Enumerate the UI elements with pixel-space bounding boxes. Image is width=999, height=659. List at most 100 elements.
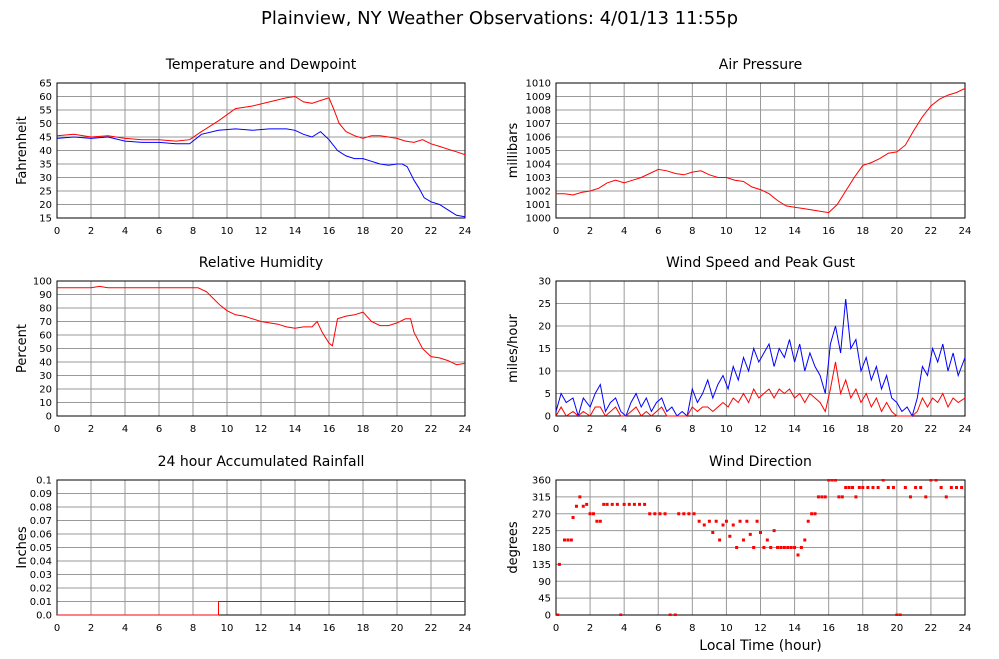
x-tick-label: 16 xyxy=(323,623,336,634)
x-tick-label: 8 xyxy=(190,424,196,435)
data-point xyxy=(619,613,623,616)
x-tick-label: 22 xyxy=(925,623,938,634)
x-tick-label: 14 xyxy=(289,226,302,237)
x-tick-label: 22 xyxy=(925,424,938,435)
x-tick-label: 4 xyxy=(122,623,128,634)
chart-title: Air Pressure xyxy=(719,57,802,73)
y-tick-label: 55 xyxy=(39,106,52,117)
y-axis-label: millibars xyxy=(506,123,521,179)
data-point xyxy=(571,516,575,519)
data-point xyxy=(934,479,938,482)
x-tick-label: 2 xyxy=(88,424,94,435)
y-tick-label: 50 xyxy=(39,344,52,355)
chart-title: Relative Humidity xyxy=(199,255,323,271)
data-point xyxy=(810,512,814,516)
x-tick-label: 14 xyxy=(788,623,801,634)
y-tick-label: 0.09 xyxy=(30,489,52,500)
data-point xyxy=(615,502,619,506)
y-tick-label: 1004 xyxy=(526,160,551,171)
y-tick-label: 20 xyxy=(39,200,52,211)
y-tick-label: 0.08 xyxy=(30,503,52,514)
y-tick-label: 0.1 xyxy=(36,476,52,487)
y-tick-label: 70 xyxy=(39,317,52,328)
data-point xyxy=(806,519,810,523)
data-point xyxy=(632,502,636,506)
data-point xyxy=(871,486,875,489)
data-point xyxy=(741,538,745,542)
data-point xyxy=(886,486,890,489)
data-point xyxy=(557,562,561,566)
data-point xyxy=(566,538,570,542)
x-tick-label: 20 xyxy=(890,424,903,435)
data-point xyxy=(854,495,858,499)
x-tick-label: 12 xyxy=(255,424,268,435)
data-point xyxy=(830,479,834,482)
data-point xyxy=(687,512,691,516)
data-point xyxy=(793,546,797,549)
x-tick-label: 24 xyxy=(459,424,472,435)
plot-frame xyxy=(56,280,466,417)
y-tick-label: 1008 xyxy=(526,106,551,117)
data-point xyxy=(762,546,766,549)
x-tick-label: 10 xyxy=(221,623,234,634)
data-point xyxy=(924,495,928,499)
y-tick-label: 1006 xyxy=(526,133,551,144)
y-axis-label: Fahrenheit xyxy=(15,116,30,185)
data-point xyxy=(569,538,573,542)
x-tick-label: 18 xyxy=(357,424,370,435)
x-tick-label: 4 xyxy=(122,226,128,237)
x-tick-label: 0 xyxy=(553,623,559,634)
data-point xyxy=(847,486,851,489)
y-tick-label: 180 xyxy=(532,543,551,554)
data-point xyxy=(673,613,677,616)
data-point xyxy=(581,504,585,508)
x-tick-label: 24 xyxy=(959,623,972,634)
y-tick-label: 30 xyxy=(39,173,52,184)
x-tick-label: 0 xyxy=(54,424,60,435)
x-tick-label: 10 xyxy=(720,424,733,435)
y-tick-label: 1010 xyxy=(526,79,551,90)
data-point xyxy=(591,512,595,516)
y-tick-label: 90 xyxy=(39,290,52,301)
data-point xyxy=(578,495,582,499)
data-point xyxy=(929,479,933,482)
data-point xyxy=(954,486,958,489)
x-tick-label: 20 xyxy=(391,424,404,435)
x-tick-label: 2 xyxy=(587,226,593,237)
data-point xyxy=(728,534,732,538)
data-point xyxy=(840,495,844,499)
data-point xyxy=(949,486,953,489)
data-point xyxy=(803,538,807,542)
data-point xyxy=(702,523,706,527)
x-tick-label: 12 xyxy=(255,226,268,237)
data-point xyxy=(752,546,756,549)
y-tick-label: 1001 xyxy=(526,200,551,211)
data-point xyxy=(908,495,912,499)
x-tick-label: 22 xyxy=(425,623,438,634)
data-point xyxy=(891,486,895,489)
x-tick-label: 12 xyxy=(754,226,767,237)
y-tick-label: 0 xyxy=(545,611,551,622)
y-tick-label: 0.07 xyxy=(30,516,52,527)
y-axis-label: Inches xyxy=(15,526,30,568)
plot-frame xyxy=(56,479,466,616)
x-tick-label: 6 xyxy=(156,226,162,237)
data-point xyxy=(851,486,855,489)
x-tick-label: 0 xyxy=(54,226,60,237)
data-point xyxy=(820,495,824,499)
y-tick-label: 20 xyxy=(538,322,551,333)
x-tick-label: 8 xyxy=(190,623,196,634)
y-tick-label: 1005 xyxy=(526,146,551,157)
data-point xyxy=(903,486,907,489)
y-tick-label: 0.0 xyxy=(36,611,52,622)
x-tick-label: 18 xyxy=(357,226,370,237)
data-point xyxy=(627,502,631,506)
data-point xyxy=(823,495,827,499)
x-tick-label: 24 xyxy=(459,226,472,237)
y-axis-label: degrees xyxy=(506,521,521,574)
series-line-1 xyxy=(556,298,965,417)
y-tick-label: 20 xyxy=(39,385,52,396)
